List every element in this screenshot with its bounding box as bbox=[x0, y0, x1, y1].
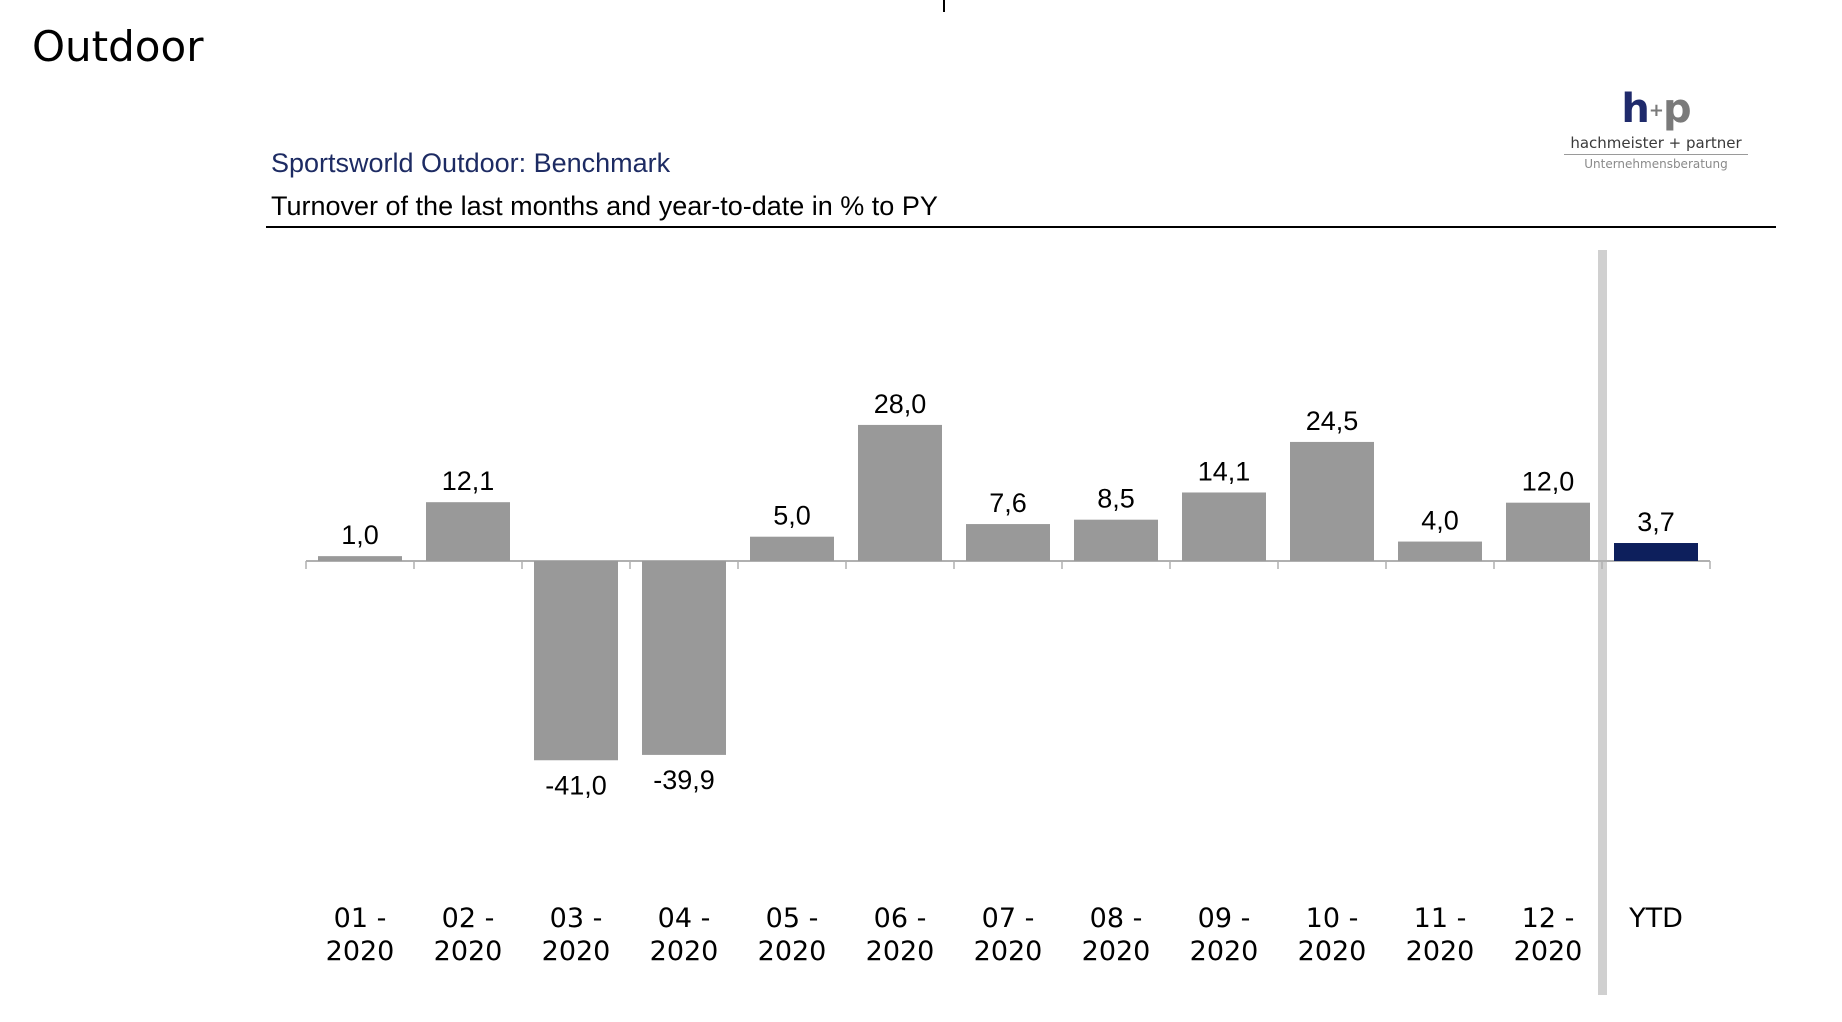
x-tick-label: 03 - bbox=[550, 903, 603, 934]
title-divider bbox=[266, 226, 1776, 228]
bar bbox=[1182, 492, 1266, 561]
x-tick-label: 10 - bbox=[1306, 903, 1359, 934]
chart-subtitle: Turnover of the last months and year-to-… bbox=[271, 191, 938, 221]
data-label: 7,6 bbox=[989, 488, 1027, 518]
x-tick-label: 2020 bbox=[434, 936, 503, 967]
data-label: 14,1 bbox=[1198, 456, 1251, 486]
top-edge-mark bbox=[943, 0, 945, 12]
bar bbox=[426, 502, 510, 561]
data-label: 12,0 bbox=[1522, 467, 1575, 497]
bar bbox=[534, 561, 618, 761]
x-tick-label: 2020 bbox=[326, 936, 395, 967]
bar bbox=[1506, 502, 1590, 561]
x-tick-label: 06 - bbox=[874, 903, 927, 934]
data-label: 24,5 bbox=[1306, 406, 1359, 436]
x-tick-label: 04 - bbox=[658, 903, 711, 934]
bar bbox=[750, 536, 834, 561]
x-tick-label: 05 - bbox=[766, 903, 819, 934]
x-tick-label: 2020 bbox=[1082, 936, 1151, 967]
bar bbox=[1614, 543, 1698, 561]
x-tick-label: 2020 bbox=[1406, 936, 1475, 967]
x-tick-label: 02 - bbox=[442, 903, 495, 934]
company-logo: h+p hachmeister + partner Unternehmensbe… bbox=[1560, 88, 1752, 176]
logo-mark-plus: + bbox=[1648, 100, 1664, 121]
x-tick-label: 2020 bbox=[758, 936, 827, 967]
data-label: 1,0 bbox=[341, 520, 379, 550]
logo-tagline: Unternehmensberatung bbox=[1584, 157, 1728, 171]
logo-company-name: hachmeister + partner bbox=[1570, 134, 1742, 152]
logo-mark-p: p bbox=[1662, 86, 1692, 132]
data-label: 28,0 bbox=[874, 389, 927, 419]
bar bbox=[1398, 541, 1482, 561]
x-tick-label: 2020 bbox=[1514, 936, 1583, 967]
data-label: 3,7 bbox=[1637, 507, 1675, 537]
bar bbox=[1074, 519, 1158, 561]
bar bbox=[642, 561, 726, 755]
data-label: 12,1 bbox=[442, 466, 495, 496]
data-label: -41,0 bbox=[545, 770, 607, 800]
ytd-separator bbox=[1598, 250, 1607, 995]
x-tick-label: 11 - bbox=[1414, 903, 1467, 934]
bar bbox=[858, 424, 942, 561]
x-tick-label: 2020 bbox=[650, 936, 719, 967]
bar bbox=[966, 524, 1050, 561]
x-tick-label: 2020 bbox=[1298, 936, 1367, 967]
x-tick-label: 01 - bbox=[334, 903, 387, 934]
x-tick-label: 12 - bbox=[1522, 903, 1575, 934]
x-tick-label: 2020 bbox=[866, 936, 935, 967]
x-tick-label: 2020 bbox=[974, 936, 1043, 967]
x-tick-label: 2020 bbox=[542, 936, 611, 967]
page-title: Outdoor bbox=[32, 22, 204, 71]
logo-mark: h+p bbox=[1560, 88, 1752, 132]
x-tick-label: 09 - bbox=[1198, 903, 1251, 934]
x-tick-label: YTD bbox=[1628, 903, 1683, 934]
data-label: 8,5 bbox=[1097, 484, 1135, 514]
x-tick-label: 07 - bbox=[982, 903, 1035, 934]
bar bbox=[318, 556, 402, 561]
data-label: -39,9 bbox=[653, 765, 715, 795]
chart-title: Sportsworld Outdoor: Benchmark bbox=[271, 148, 671, 178]
bar bbox=[1290, 441, 1374, 561]
data-label: 4,0 bbox=[1421, 506, 1459, 536]
x-tick-label: 2020 bbox=[1190, 936, 1259, 967]
x-tick-label: 08 - bbox=[1090, 903, 1143, 934]
logo-divider bbox=[1564, 154, 1748, 155]
logo-mark-h: h bbox=[1621, 86, 1650, 132]
data-label: 5,0 bbox=[773, 501, 811, 531]
